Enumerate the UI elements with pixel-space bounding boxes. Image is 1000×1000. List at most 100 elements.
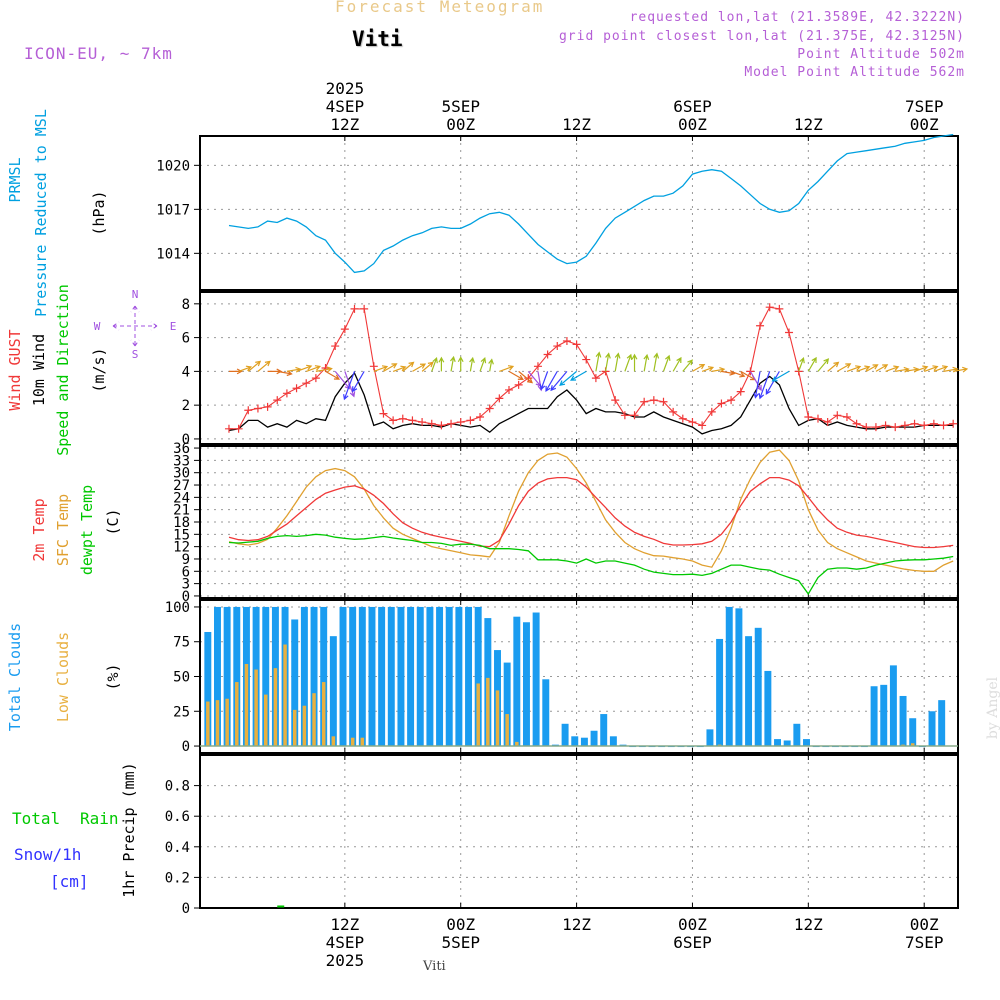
precip-y-tick-label: 0 xyxy=(182,901,190,917)
temperature-y-label: (C) xyxy=(104,508,122,535)
total-cloud-bar xyxy=(909,718,917,747)
location-name: Viti xyxy=(352,27,403,51)
wind-direction-arrow xyxy=(545,371,558,392)
wind-direction-arrow xyxy=(682,359,693,372)
wind-direction-arrow xyxy=(875,364,889,372)
top-time-label: 2025 xyxy=(326,79,365,98)
pressure-line xyxy=(228,133,954,274)
wind-gust-marker xyxy=(437,421,446,430)
total-cloud-bar xyxy=(793,723,801,747)
total-cloud-bar xyxy=(522,622,530,747)
low-cloud-bar xyxy=(321,682,326,747)
wind-gust-marker xyxy=(881,421,890,430)
clouds-y-tick-label: 25 xyxy=(173,704,190,720)
bottom-time-label: 6SEP xyxy=(673,933,712,952)
wind-gust-marker xyxy=(640,397,649,406)
wind-gust-marker xyxy=(804,412,813,421)
total-cloud-bar xyxy=(889,665,897,747)
wind-gust-line xyxy=(229,306,954,430)
wind-panel: 0 2 4 6 8 xyxy=(182,291,959,448)
wind-direction-arrow xyxy=(753,371,761,399)
wind-direction-arrow xyxy=(412,363,427,372)
wind-gust-marker xyxy=(398,414,407,423)
compass-n: N xyxy=(132,288,139,301)
total-cloud-bar xyxy=(561,723,569,747)
wind-gust-marker xyxy=(765,303,774,312)
total-cloud-bar xyxy=(870,686,878,747)
wind-gust-marker xyxy=(456,418,465,427)
pressure-y-tick-label: 1017 xyxy=(156,202,190,218)
total-cloud-bar xyxy=(426,606,434,747)
wind-direction-arrow xyxy=(865,364,879,372)
dewpt-temp-line xyxy=(228,533,954,596)
total-cloud-bar xyxy=(223,606,231,747)
wind-gust-marker xyxy=(620,411,629,420)
total-cloud-bar xyxy=(474,606,482,747)
wind-direction-arrow xyxy=(479,357,487,372)
temperature-y-tick-label: 18 xyxy=(173,515,190,531)
clouds-y-tick-label: 100 xyxy=(165,600,190,616)
total-cloud-bar xyxy=(928,711,936,747)
wind-gust-marker xyxy=(794,367,803,376)
wind-direction-arrow xyxy=(798,357,805,372)
wind-gust-marker xyxy=(253,404,262,413)
total-cloud-bar xyxy=(735,608,743,747)
low-cloud-bar xyxy=(515,741,519,747)
total-cloud-bar xyxy=(532,612,540,747)
wind-gust-marker xyxy=(775,304,784,313)
wind-gust-marker xyxy=(929,419,938,428)
total-cloud-bar xyxy=(358,606,366,747)
wind-gust-marker xyxy=(591,374,600,383)
t2m-temp-line xyxy=(228,476,954,549)
total-cloud-bar xyxy=(416,606,424,747)
temperature-y-tick-label: 15 xyxy=(173,527,190,543)
total-cloud-bar xyxy=(706,729,714,747)
top-time-label: 4SEP xyxy=(326,97,365,116)
low-cloud-bar xyxy=(495,690,500,747)
clouds-frame xyxy=(199,599,959,754)
total-cloud-bar xyxy=(262,606,270,747)
wind-gust-marker xyxy=(263,402,272,411)
bottom-time-label: 00Z xyxy=(910,915,939,934)
wind-gust-marker xyxy=(833,411,842,420)
total-cloud-bar xyxy=(407,606,415,747)
wind-gust-marker xyxy=(649,396,658,405)
wind-direction-arrow xyxy=(624,353,633,372)
wind-gust-marker xyxy=(244,406,253,415)
wind-direction-arrow xyxy=(953,366,969,373)
total-cloud-bar xyxy=(387,606,395,747)
total-cloud-bar xyxy=(329,636,337,747)
wind-gust-marker xyxy=(418,418,427,427)
wind-gust-marker xyxy=(504,385,513,394)
temperature-y-tick-label: 27 xyxy=(173,478,190,494)
precip-y-tick-label: 0.8 xyxy=(165,779,190,795)
total-cloud-bar xyxy=(320,606,328,747)
wind-y-label: (m/s) xyxy=(90,347,108,392)
precip-y-tick-label: 0.2 xyxy=(165,870,190,886)
wind-direction-arrow xyxy=(306,365,322,372)
wind-gust-marker xyxy=(340,325,349,334)
low-cloud-bar xyxy=(350,737,355,747)
total-cloud-bar xyxy=(880,684,888,747)
bottom-time-label: 00Z xyxy=(446,915,475,934)
bottom-time-label: 4SEP xyxy=(326,933,365,952)
wind-gust-marker xyxy=(302,379,311,388)
wind-direction-arrow xyxy=(885,365,900,372)
precip-y-tick-label: 0.4 xyxy=(165,840,190,856)
pressure-y-label: (hPa) xyxy=(90,190,108,235)
wind-direction-arrow xyxy=(238,365,253,372)
total-cloud-bar xyxy=(513,616,521,747)
temperature-y-tick-label: 33 xyxy=(173,453,190,469)
wind-gust-marker xyxy=(698,421,707,430)
wind-gust-marker xyxy=(234,424,243,433)
low-cloud-bar xyxy=(264,694,268,747)
wind-gust-marker xyxy=(360,304,369,313)
total-cloud-bar xyxy=(455,606,463,747)
wind-direction-arrow xyxy=(570,370,587,381)
pressure-panel: 1014 1017 1020 xyxy=(156,135,959,291)
wind-direction-arrow xyxy=(431,357,438,372)
wind-direction-arrow xyxy=(402,361,415,372)
wind-gust-marker xyxy=(447,419,456,428)
precip-panel: 0 0.2 0.4 0.6 0.8 xyxy=(165,754,959,917)
